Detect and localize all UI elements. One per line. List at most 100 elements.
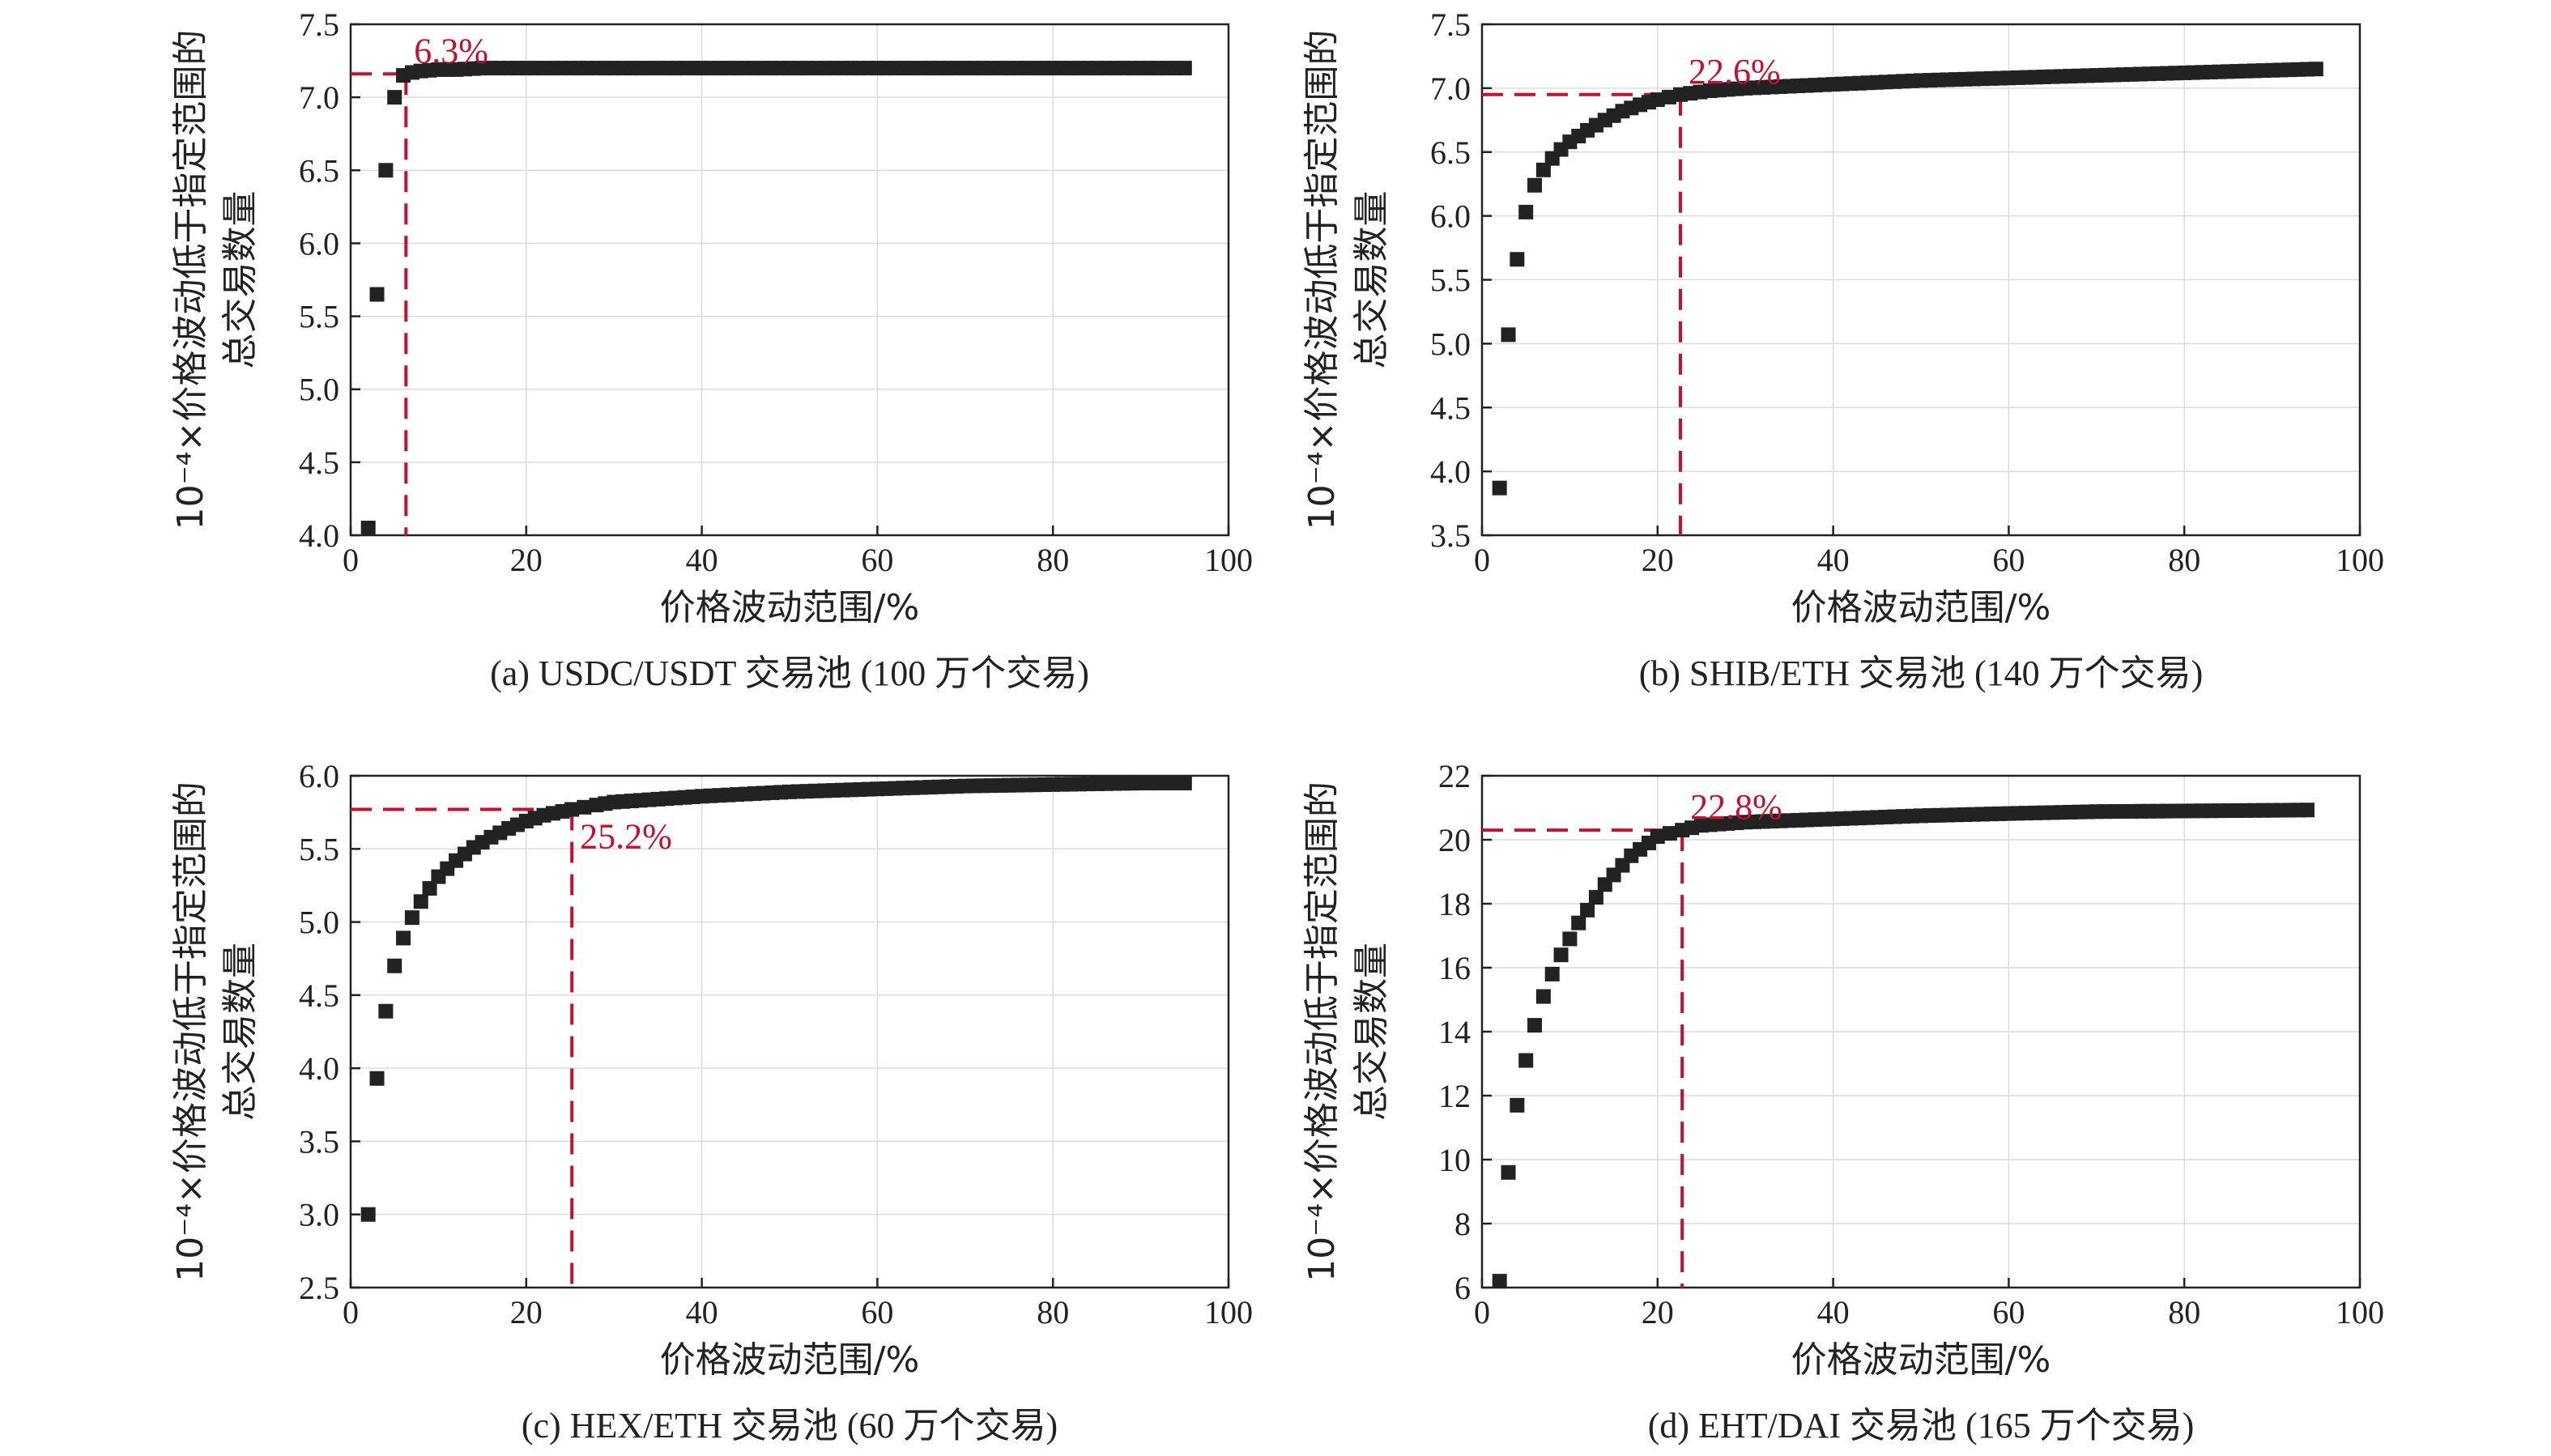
data-point: [475, 835, 490, 850]
data-point: [1492, 1274, 1507, 1289]
y-tick-label: 4.5: [1430, 390, 1471, 426]
data-point: [378, 1003, 394, 1019]
x-tick-label: 0: [1474, 542, 1490, 578]
y-tick-label: 5.5: [299, 831, 339, 867]
y-tick-label: 6: [1454, 1270, 1471, 1306]
y-tick-label: 18: [1438, 886, 1471, 922]
panel-caption: (a) USDC/USDT 交易池 (100 万个交易): [490, 653, 1089, 693]
data-point: [1816, 77, 1832, 92]
data-point: [1905, 808, 1920, 824]
data-point: [1571, 129, 1586, 144]
data-point: [387, 90, 402, 105]
y-tick-label: 4.5: [299, 977, 339, 1014]
y-axis-title-line1: 10⁻⁴×价格波动低于指定范围的: [1301, 781, 1343, 1282]
data-point: [1992, 70, 2008, 86]
y-tick-label: 6.5: [1430, 134, 1471, 171]
x-tick-label: 0: [343, 1294, 359, 1330]
y-tick-label: 20: [1438, 822, 1471, 858]
chart-panel-b: 0 20 40 60 80 100 3.5 4.0 4.5 5.0 5.5 6.0 6.5 7.0 7.5 价…: [1301, 6, 2384, 693]
data-point: [773, 785, 789, 800]
data-point: [1580, 902, 1595, 917]
y-tick-label: 6.5: [299, 152, 339, 189]
y-tick-label: 5.0: [1430, 326, 1471, 362]
data-point: [1518, 1053, 1534, 1068]
y-axis-title-line2: 总交易数量: [1351, 191, 1392, 369]
data-point: [861, 61, 876, 76]
x-axis-title: 价格波动范围/%: [660, 1339, 920, 1381]
data-point: [773, 61, 789, 76]
x-tick-label: 80: [1037, 1294, 1069, 1330]
data-point: [598, 796, 613, 811]
plot-frame: [349, 774, 1230, 1289]
data-point: [440, 62, 455, 77]
data-point: [527, 811, 543, 826]
y-tick-label: 16: [1438, 950, 1471, 986]
data-point: [509, 817, 525, 832]
data-point: [1588, 117, 1603, 133]
data-point: [1037, 777, 1052, 793]
x-tick-label: 60: [1992, 1294, 2025, 1330]
y-tick-label: 5.5: [1430, 262, 1471, 299]
data-point: [1168, 776, 1183, 791]
data-point: [1492, 480, 1507, 496]
data-point: [1650, 829, 1665, 845]
chart-panel-c: 0 20 40 60 80 100 2.5 3.0 3.5 4.0 4.5 5.0 5.5 6.0 价格波动…: [170, 758, 1253, 1445]
data-point: [1510, 1097, 1525, 1113]
x-tick-label: 40: [1817, 1294, 1850, 1330]
y-tick-label: 4.0: [299, 1050, 339, 1087]
x-tick-label: 100: [2336, 1294, 2384, 1330]
data-point: [1992, 806, 2008, 821]
data-point: [396, 930, 411, 946]
data-point: [1624, 100, 1639, 116]
x-tick-label: 80: [1037, 542, 1069, 578]
y-tick-label: 7.5: [299, 6, 339, 43]
data-point: [360, 1207, 376, 1222]
data-point: [577, 799, 592, 815]
y-tick-label: 8: [1454, 1206, 1471, 1242]
data-point: [1588, 890, 1603, 905]
data-point: [641, 792, 657, 807]
data-point: [369, 287, 385, 302]
data-point: [2080, 804, 2095, 820]
annotation-label: 25.2%: [580, 817, 672, 857]
x-tick-label: 60: [861, 1294, 893, 1330]
data-point: [1501, 327, 1516, 343]
y-tick-label: 22: [1438, 758, 1471, 794]
x-tick-label: 100: [1204, 1294, 1253, 1330]
annotation-label: 6.3%: [414, 31, 488, 70]
panel-caption: (b) SHIB/ETH 交易池 (140 万个交易): [1639, 653, 2204, 693]
data-point: [1553, 947, 1569, 963]
data-point: [1510, 252, 1525, 267]
data-point: [2299, 62, 2315, 77]
data-point: [1535, 162, 1551, 177]
data-point: [1905, 73, 1920, 88]
data-point: [1168, 61, 1183, 76]
data-point: [1527, 1018, 1543, 1033]
y-axis-title-line1: 10⁻⁴×价格波动低于指定范围的: [170, 30, 211, 530]
x-tick-label: 20: [1642, 1294, 1674, 1330]
data-point: [2168, 803, 2183, 819]
data-point: [1606, 108, 1621, 123]
x-axis-title: 价格波动范围/%: [660, 587, 920, 628]
chart-panel-a: 0 20 40 60 80 100 4.0 4.5 5.0 5.5 6.0 6.5 7.0 7.5 价格波动…: [170, 6, 1253, 693]
y-tick-label: 3.5: [299, 1123, 339, 1160]
y-tick-label: 7.0: [299, 79, 339, 116]
y-tick-label: 4.5: [299, 445, 339, 481]
data-point: [1729, 81, 1744, 96]
y-tick-label: 5.0: [299, 372, 339, 408]
data-point: [1527, 177, 1543, 193]
data-point: [2255, 803, 2271, 818]
y-axis-title-line2: 总交易数量: [219, 943, 261, 1121]
data-point: [509, 61, 525, 76]
data-point: [440, 861, 455, 876]
y-tick-label: 10: [1438, 1142, 1471, 1178]
data-point: [1816, 811, 1832, 827]
data-point: [1662, 826, 1677, 841]
y-tick-label: 14: [1438, 1014, 1471, 1050]
data-point: [1641, 95, 1656, 110]
data-point: [457, 846, 472, 862]
data-point: [685, 61, 701, 76]
y-tick-label: 7.0: [1430, 70, 1471, 107]
data-point: [1124, 776, 1139, 791]
data-point: [1535, 989, 1551, 1004]
